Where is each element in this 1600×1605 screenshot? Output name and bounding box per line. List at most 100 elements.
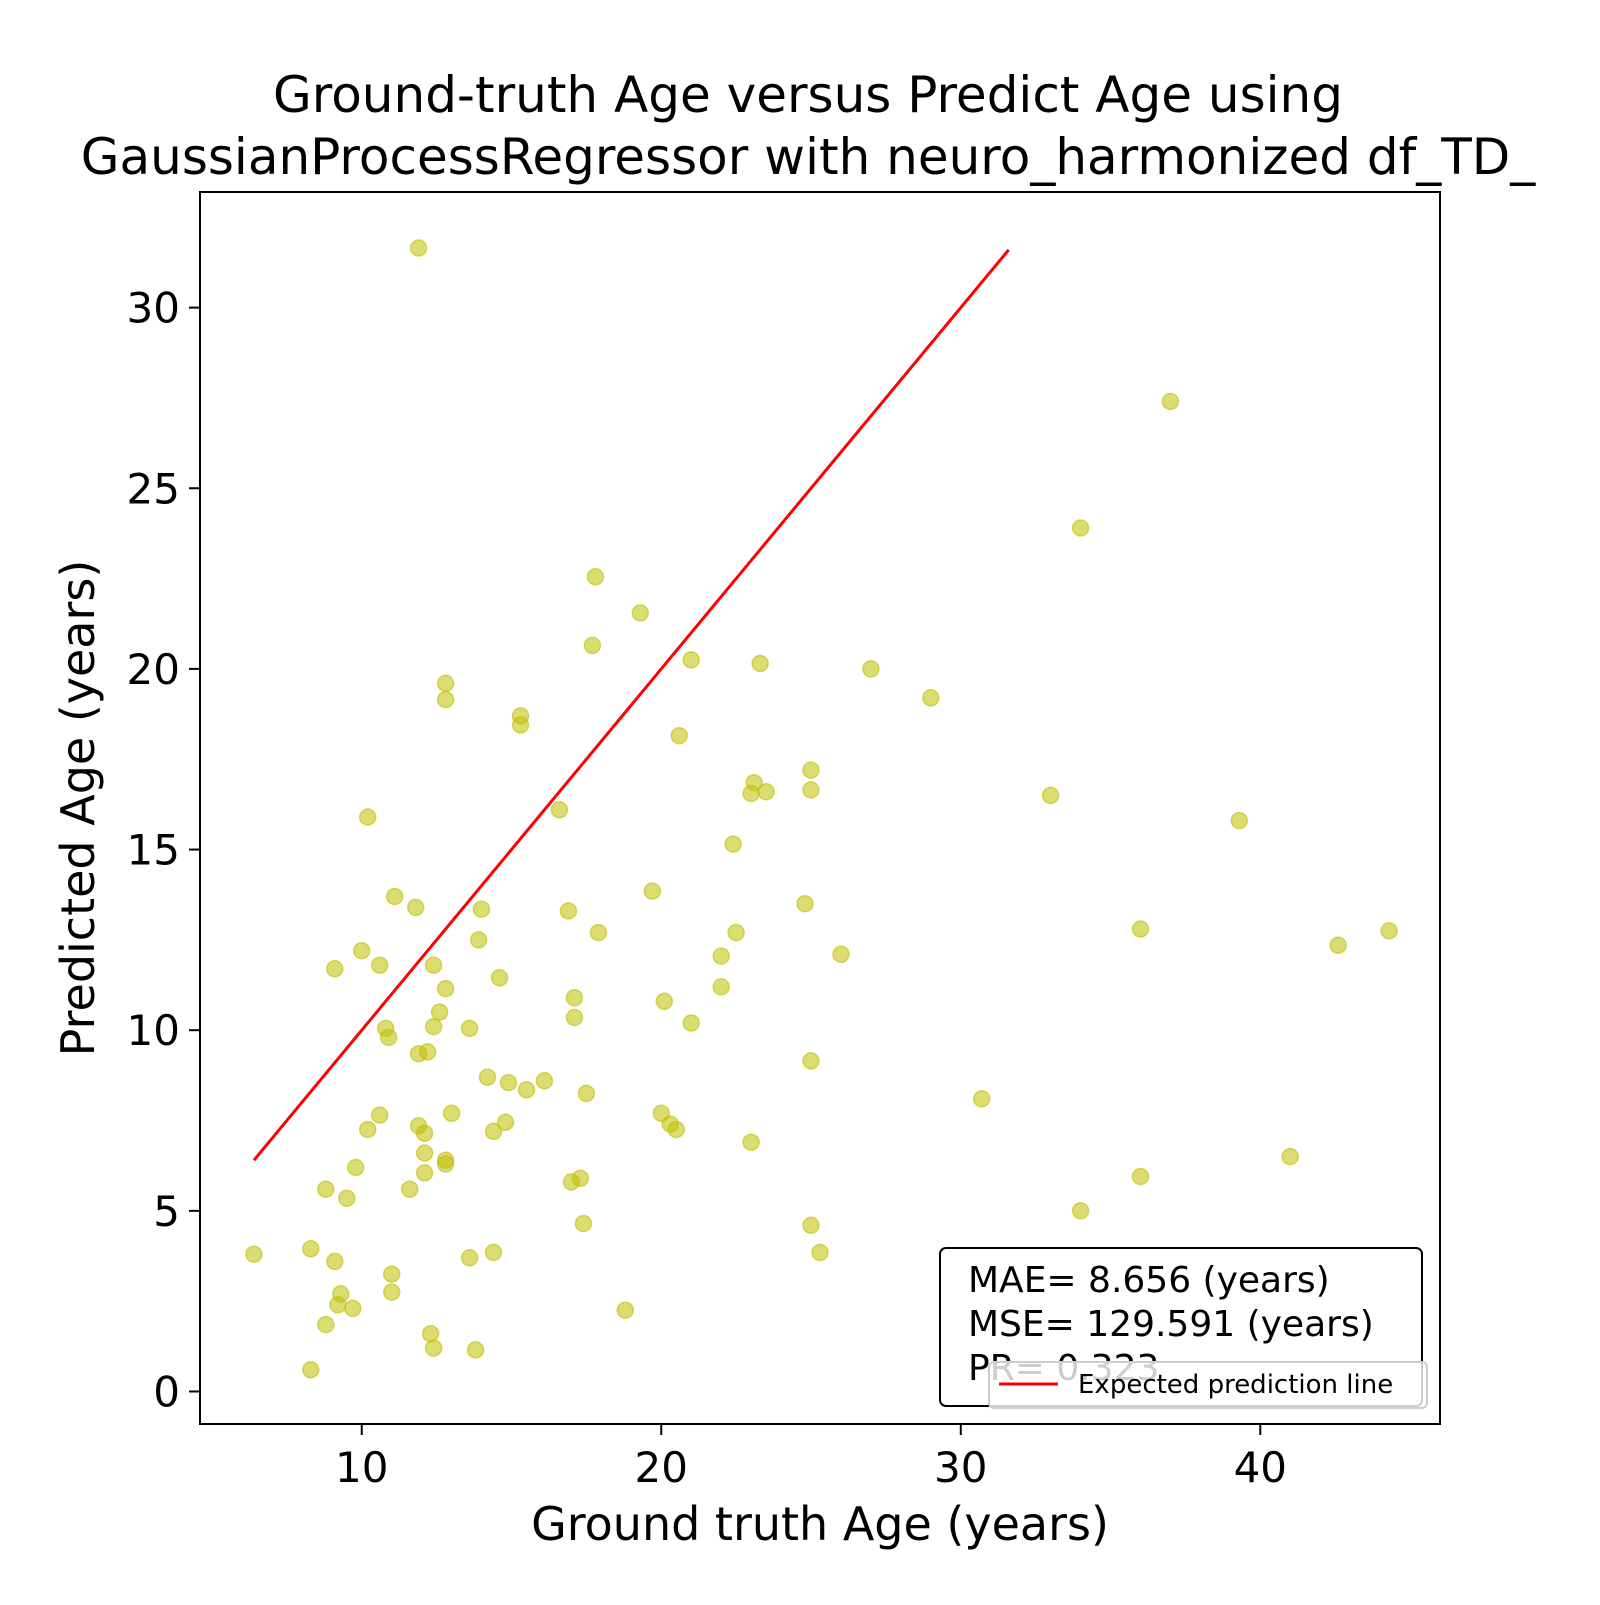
data-point <box>1071 519 1090 537</box>
data-point <box>302 1361 320 1379</box>
data-point <box>745 773 763 792</box>
data-point <box>550 801 569 819</box>
data-point <box>670 726 688 745</box>
data-point <box>478 1068 497 1086</box>
expected-prediction-line <box>252 248 1010 1162</box>
data-point <box>631 604 650 622</box>
data-point <box>667 1120 685 1139</box>
data-point <box>400 1180 419 1198</box>
data-point <box>616 1301 635 1319</box>
data-point <box>559 902 578 920</box>
data-point <box>430 1003 449 1021</box>
y-tick-label: 20 <box>127 645 180 694</box>
data-point <box>326 1252 344 1271</box>
data-point <box>344 1299 362 1318</box>
data-point <box>972 1090 991 1108</box>
data-point <box>415 1144 434 1162</box>
data-point <box>802 1052 820 1070</box>
data-point <box>862 660 880 678</box>
data-point <box>415 1164 434 1182</box>
data-point <box>1131 1167 1150 1186</box>
data-point <box>379 1028 398 1047</box>
data-point <box>352 941 371 960</box>
data-point <box>358 808 377 826</box>
y-tick-label: 30 <box>127 284 180 333</box>
data-point <box>655 992 674 1011</box>
data-point <box>424 1017 443 1036</box>
data-point <box>346 1158 365 1177</box>
x-axis: 10 20 30 40 <box>335 1424 1287 1492</box>
data-point <box>832 945 850 964</box>
data-point <box>472 900 491 918</box>
data-point <box>460 1249 479 1267</box>
data-point <box>727 923 745 942</box>
y-tick-label: 15 <box>127 826 180 875</box>
plot-frame <box>199 191 1441 1425</box>
data-point <box>317 1180 335 1198</box>
data-point <box>1071 1202 1090 1220</box>
y-tick-label: 5 <box>153 1187 180 1236</box>
data-point <box>436 979 455 998</box>
y-axis-label: Predicted Age (years) <box>51 560 105 1057</box>
x-axis-label: Ground truth Age (years) <box>531 1497 1109 1551</box>
x-tick-label: 30 <box>934 1443 987 1492</box>
data-point <box>1161 392 1180 411</box>
data-point <box>406 898 425 917</box>
data-point <box>757 782 775 801</box>
data-point <box>385 887 404 906</box>
data-point <box>499 1073 518 1092</box>
data-point <box>643 882 662 900</box>
stats-mse: MSE= 129.591 (years) <box>968 1304 1374 1345</box>
x-tick-label: 20 <box>635 1443 688 1492</box>
data-point <box>460 1019 479 1038</box>
data-point <box>682 1014 700 1032</box>
data-point <box>490 969 509 987</box>
data-point <box>302 1240 320 1258</box>
y-tick-label: 10 <box>127 1006 180 1055</box>
data-point <box>1041 786 1060 805</box>
expected-line-layer <box>252 248 1010 1162</box>
data-point <box>1380 922 1398 940</box>
data-point <box>436 1155 455 1173</box>
data-point <box>484 1122 503 1141</box>
data-point <box>574 1214 593 1233</box>
data-point <box>1329 936 1347 955</box>
data-point <box>802 1216 820 1235</box>
chart-title-line: GaussianProcessRegressor with neuro_harm… <box>81 128 1536 186</box>
data-point <box>469 931 488 949</box>
data-point <box>577 1084 596 1103</box>
data-point <box>712 947 730 965</box>
data-point <box>382 1265 401 1283</box>
data-point <box>496 1113 515 1132</box>
legend-label: Expected prediction line <box>1078 1370 1393 1400</box>
data-point <box>424 956 443 974</box>
data-point <box>484 1243 503 1262</box>
data-point <box>358 1120 377 1139</box>
data-point <box>565 1008 584 1027</box>
legend: Expected prediction line <box>988 1361 1428 1409</box>
data-point <box>245 1245 263 1263</box>
data-point <box>370 1106 389 1124</box>
data-points <box>245 239 1398 1379</box>
data-point <box>583 636 602 655</box>
data-point <box>586 568 605 586</box>
data-point <box>1131 920 1150 938</box>
x-tick-label: 10 <box>335 1443 388 1492</box>
data-point <box>436 690 455 709</box>
data-point <box>712 978 730 996</box>
y-axis: 0 5 10 15 20 25 30 <box>127 284 200 1416</box>
data-point <box>802 761 820 779</box>
data-point <box>796 894 814 913</box>
data-point <box>382 1283 401 1301</box>
data-point <box>922 689 940 707</box>
x-tick-label: 40 <box>1234 1443 1287 1492</box>
data-point <box>751 654 769 673</box>
data-point <box>332 1285 350 1303</box>
data-point <box>317 1315 335 1334</box>
data-point <box>802 781 820 799</box>
stats-mae: MAE= 8.656 (years) <box>968 1260 1330 1301</box>
data-point <box>418 1043 437 1061</box>
data-point <box>535 1072 554 1090</box>
